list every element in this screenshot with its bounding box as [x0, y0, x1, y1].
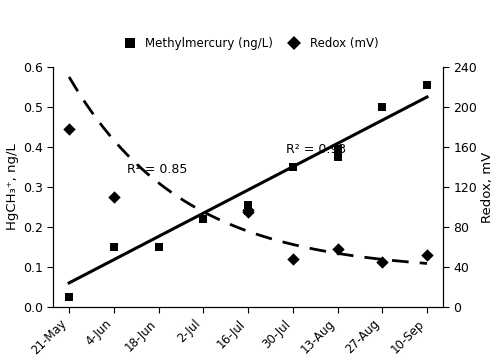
Point: [378, 104, 386, 110]
Point: [244, 207, 252, 213]
Y-axis label: HgCH₃⁺, ng/L: HgCH₃⁺, ng/L: [6, 144, 18, 230]
Point: [65, 294, 73, 300]
Y-axis label: Redox, mV: Redox, mV: [482, 151, 494, 223]
Point: [200, 216, 207, 222]
Point: [423, 252, 431, 258]
Point: [244, 208, 252, 214]
Point: [244, 202, 252, 208]
Point: [110, 194, 118, 200]
Point: [289, 256, 297, 262]
Legend: Methylmercury (ng/L), Redox (mV): Methylmercury (ng/L), Redox (mV): [118, 37, 378, 50]
Point: [378, 259, 386, 265]
Point: [334, 146, 342, 152]
Point: [334, 154, 342, 160]
Text: R² = 0.93: R² = 0.93: [286, 143, 346, 156]
Point: [334, 246, 342, 252]
Point: [154, 244, 162, 250]
Point: [244, 209, 252, 215]
Point: [289, 164, 297, 170]
Text: R² = 0.85: R² = 0.85: [126, 163, 187, 176]
Point: [65, 126, 73, 132]
Point: [110, 244, 118, 250]
Point: [423, 82, 431, 88]
